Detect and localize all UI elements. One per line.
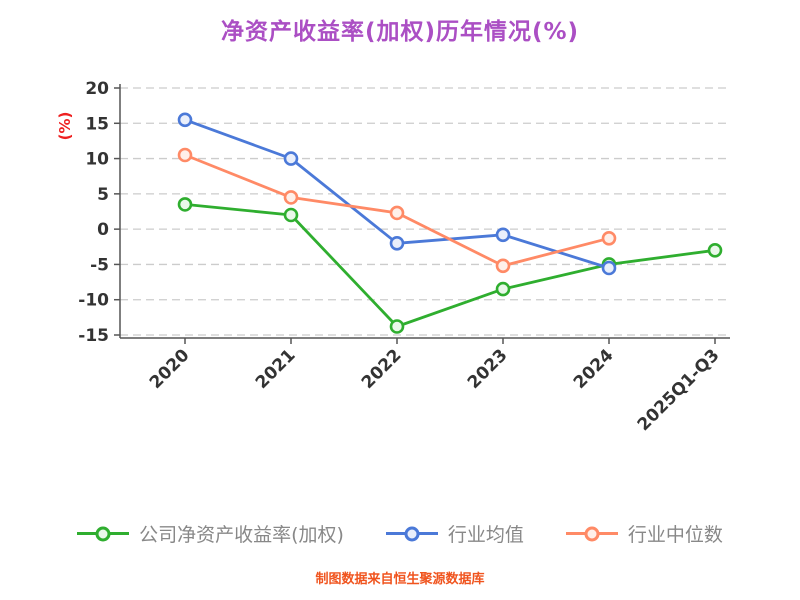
data-point [389, 319, 405, 334]
x-tick-label: 2025Q1-Q3 [634, 345, 724, 435]
legend-marker-industry-median [565, 525, 618, 543]
y-tick-label: 10 [85, 150, 109, 170]
chart-title: 净资产收益率(加权)历年情况(%) [220, 19, 580, 45]
data-point [283, 207, 299, 223]
data-point [177, 147, 193, 163]
y-tick-label: 0 [97, 220, 109, 240]
line-chart-plot: 20 15 10 5 0 -5 -10 -15 2020 2021 2022 2023 2024 2025… [56, 79, 730, 435]
x-tick-label: 2020 [146, 345, 194, 393]
data-point [495, 227, 511, 243]
data-point [177, 197, 193, 212]
legend-marker-industry-mean [385, 525, 438, 543]
x-tick-label: 2022 [358, 345, 406, 393]
y-tick-label: -15 [78, 326, 109, 346]
legend-item-industry-median: 行业中位数 [565, 520, 723, 547]
data-point [601, 231, 617, 246]
data-point [389, 236, 405, 251]
x-tick-label: 2023 [464, 345, 512, 393]
data-point [707, 243, 723, 258]
y-tick-label: 5 [97, 185, 109, 205]
legend-marker-company-roe [77, 525, 130, 543]
data-point [389, 205, 405, 221]
x-tick-label: 2024 [570, 345, 618, 393]
legend: 公司净资产收益率(加权) 行业均值 行业中位数 [0, 520, 800, 547]
data-point [495, 258, 511, 274]
y-tick-label: 20 [85, 79, 109, 99]
series-line [183, 203, 717, 328]
x-tick-label: 2021 [252, 345, 300, 393]
legend-label-industry-mean: 行业均值 [447, 524, 524, 546]
y-tick-label: -5 [90, 255, 109, 275]
data-point [177, 112, 193, 128]
y-axis-label: (%) [56, 112, 74, 141]
data-source-note: 制图数据来自恒生聚源数据库 [315, 572, 485, 587]
legend-label-industry-median: 行业中位数 [627, 524, 723, 546]
y-tick-label: 15 [85, 114, 109, 134]
legend-item-company-roe: 公司净资产收益率(加权) [77, 520, 344, 547]
data-point [283, 190, 299, 205]
y-tick-label: -10 [78, 291, 109, 311]
data-point [495, 281, 511, 297]
data-point [601, 260, 617, 276]
legend-label-company-roe: 公司净资产收益率(加权) [139, 524, 344, 546]
data-point [283, 151, 299, 166]
legend-item-industry-mean: 行业均值 [385, 520, 524, 547]
